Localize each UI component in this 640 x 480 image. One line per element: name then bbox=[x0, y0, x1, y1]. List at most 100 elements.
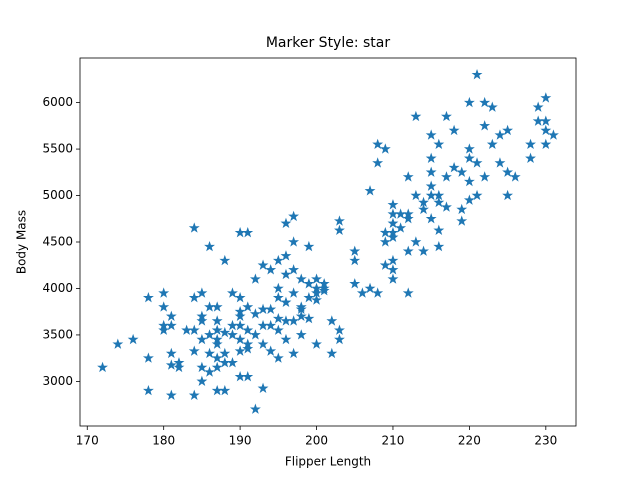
point bbox=[463, 152, 475, 163]
point bbox=[242, 226, 254, 238]
point bbox=[311, 273, 322, 284]
point bbox=[288, 236, 300, 247]
point bbox=[219, 384, 231, 396]
point bbox=[441, 171, 452, 182]
point bbox=[204, 240, 215, 252]
point bbox=[249, 273, 261, 284]
point bbox=[272, 254, 284, 266]
point bbox=[364, 282, 376, 294]
point bbox=[334, 224, 345, 236]
point bbox=[387, 231, 399, 242]
point bbox=[196, 361, 208, 373]
point bbox=[97, 361, 108, 373]
y-tick-label: 4500 bbox=[42, 235, 73, 249]
point bbox=[502, 166, 514, 177]
point bbox=[548, 129, 559, 140]
point bbox=[372, 157, 384, 168]
point bbox=[471, 69, 483, 80]
point bbox=[227, 287, 238, 298]
point bbox=[387, 217, 399, 229]
point bbox=[311, 338, 322, 349]
point bbox=[280, 250, 292, 261]
point bbox=[402, 213, 414, 224]
point bbox=[158, 324, 170, 335]
point bbox=[479, 96, 491, 108]
point bbox=[165, 319, 177, 331]
point bbox=[463, 194, 475, 205]
point bbox=[257, 259, 269, 270]
y-axis-label: Body Mass bbox=[15, 210, 29, 274]
point bbox=[540, 124, 552, 136]
point bbox=[372, 287, 384, 298]
point bbox=[142, 352, 154, 363]
point bbox=[211, 315, 223, 326]
x-tick-label: 200 bbox=[305, 434, 328, 448]
point bbox=[227, 329, 238, 340]
point bbox=[540, 115, 552, 126]
point bbox=[334, 324, 345, 335]
point bbox=[242, 371, 254, 382]
point bbox=[502, 189, 514, 201]
point bbox=[249, 308, 261, 319]
x-tick-label: 220 bbox=[458, 434, 481, 448]
point bbox=[165, 347, 177, 359]
point bbox=[456, 203, 468, 215]
point bbox=[441, 110, 452, 122]
point bbox=[418, 203, 429, 215]
point bbox=[509, 171, 521, 182]
point bbox=[456, 215, 468, 226]
point bbox=[410, 236, 422, 247]
point bbox=[234, 310, 246, 321]
point bbox=[334, 215, 345, 226]
point bbox=[249, 403, 261, 414]
point bbox=[349, 254, 361, 266]
point bbox=[433, 196, 445, 208]
point bbox=[265, 345, 277, 356]
point bbox=[280, 296, 292, 308]
point bbox=[211, 324, 223, 335]
point bbox=[272, 282, 284, 294]
point bbox=[272, 312, 284, 324]
point bbox=[364, 185, 376, 196]
point bbox=[242, 343, 254, 354]
point bbox=[158, 301, 170, 312]
point bbox=[303, 278, 315, 289]
y-tick-label: 3500 bbox=[42, 327, 73, 341]
point bbox=[112, 338, 124, 349]
point bbox=[196, 315, 208, 326]
point bbox=[196, 287, 208, 298]
point bbox=[242, 301, 254, 312]
point bbox=[173, 361, 185, 373]
point bbox=[234, 292, 246, 303]
point bbox=[188, 222, 200, 233]
point bbox=[288, 347, 300, 359]
point bbox=[318, 285, 330, 296]
point bbox=[165, 310, 177, 321]
point bbox=[242, 324, 254, 335]
point bbox=[463, 143, 475, 154]
point bbox=[486, 101, 498, 112]
point bbox=[219, 254, 231, 266]
point bbox=[410, 189, 422, 201]
point bbox=[425, 180, 437, 191]
point bbox=[211, 361, 223, 373]
point bbox=[234, 345, 246, 356]
point bbox=[288, 287, 300, 298]
point bbox=[425, 213, 437, 224]
point bbox=[204, 329, 215, 340]
point bbox=[402, 245, 414, 256]
point bbox=[379, 259, 391, 270]
point bbox=[303, 240, 315, 252]
point bbox=[303, 312, 315, 324]
point bbox=[379, 143, 391, 154]
point bbox=[227, 357, 238, 368]
point bbox=[188, 345, 200, 356]
point bbox=[402, 171, 414, 182]
point bbox=[158, 287, 170, 298]
x-tick-label: 210 bbox=[382, 434, 405, 448]
point bbox=[494, 129, 506, 140]
point bbox=[127, 333, 139, 345]
point bbox=[280, 217, 292, 229]
point bbox=[204, 347, 215, 359]
